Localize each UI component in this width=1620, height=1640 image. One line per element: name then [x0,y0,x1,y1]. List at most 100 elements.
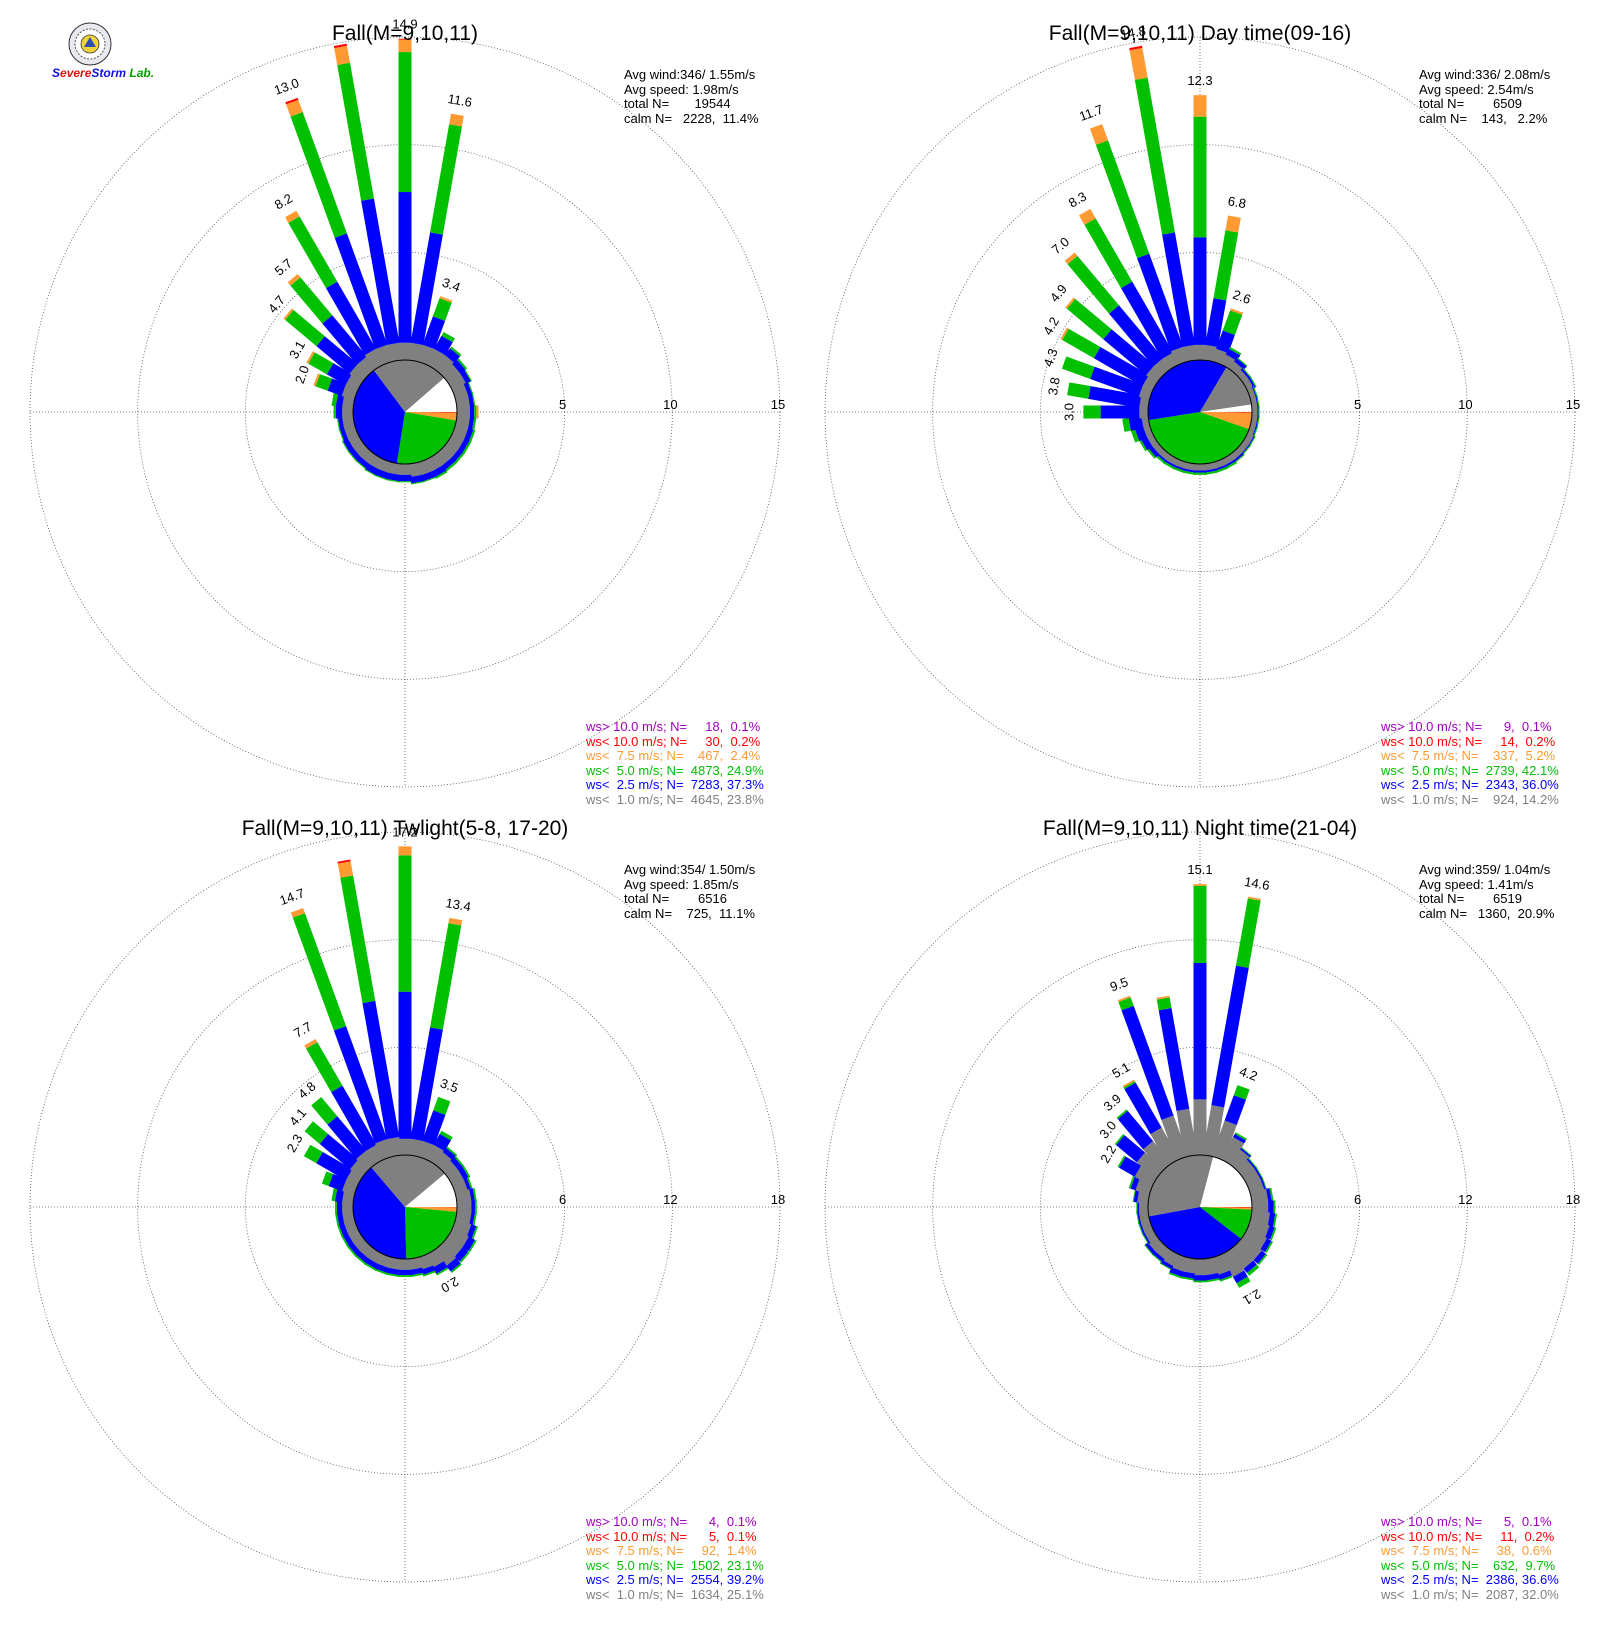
wind-bar-segment [327,1116,367,1159]
wind-bar-segment [435,470,448,479]
wind-bar-segment [469,405,475,419]
wind-bar-segment [1220,1248,1245,1278]
wind-bar-segment [1219,1275,1233,1282]
wind-bar-segment [355,1255,367,1265]
wind-bar-segment [450,448,464,463]
wind-bar-segment [365,1144,385,1166]
wind-bar-segment [1217,1270,1232,1281]
wind-bar-segment [433,1242,457,1267]
wind-bar-segment [441,332,455,343]
center-pie-slice [353,370,405,464]
wind-bar-segment [472,393,476,407]
wind-bar-segment [1257,405,1259,419]
brand-letter: S [91,66,100,80]
wind-bar-segment [433,1096,451,1115]
wind-bar-segment [386,1136,403,1157]
speed-legend: ws> 10.0 m/s; N= 9, 0.1% ws< 10.0 m/s; N… [1381,719,1559,807]
wind-bar-segment [1168,1272,1182,1279]
center-pie-slice [1148,1207,1242,1259]
wind-bar-segment [452,359,466,374]
wind-bar-segment [464,369,472,382]
wind-bar-segment [1240,368,1251,380]
wind-bar-segment [1181,1271,1195,1279]
bar-total-label: 15.1 [1187,862,1212,877]
wind-rose-plot: 6 12 18 17.2 13.4 3.5 2.0 2.3 4.1 4.8 7.7 14.7 [29,824,785,1583]
wind-bar-segment [1144,1244,1154,1256]
wind-bar-segment [1108,305,1164,367]
wind-bar-segment [474,1200,477,1214]
wind-bar-segment [334,233,388,350]
wind-bar-segment [468,1239,477,1253]
wind-bar-segment [386,342,403,362]
legend-lt2-5: ws< 2.5 m/s; N= 2386, 36.6% [1381,1572,1559,1587]
wind-bar-segment [1150,1127,1180,1166]
wind-bar-segment [290,112,347,238]
wind-bar-segment [1121,1005,1174,1120]
wind-bar-segment [1193,472,1207,475]
wind-bar-segment [1156,997,1172,1011]
wind-bar-segment [334,45,351,66]
wind-bar-segment [356,1250,370,1264]
wind-bar-segment [1116,1135,1146,1163]
wind-bar-segment [334,1212,340,1226]
wind-bar-segment [1159,1262,1172,1271]
wind-bar-segment [328,1173,347,1192]
bar-total-label: 3.1 [286,338,308,361]
wind-bar-segment [325,281,377,356]
wind-bar-segment [1100,405,1140,419]
wind-bar-segment [337,861,354,878]
wind-rose-plot: 5 10 15 14.8 12.3 6.8 2.6 3.0 3.8 4.3 4.2 4.9 7.0 8.3… [824,23,1580,788]
center-pie-slice [1200,1207,1252,1208]
wind-bar-segment [1242,367,1252,379]
wind-bar-segment [1251,425,1258,439]
wind-bar-segment [1252,1200,1269,1214]
bar-total-label: 2.3 [284,1132,306,1155]
wind-bar-segment [1270,1227,1277,1241]
center-pie-slice [1148,360,1227,421]
center-pie-outline [352,359,458,465]
wind-bar-segment [433,354,455,377]
stats-block: Avg wind:336/ 2.08m/s Avg speed: 2.54m/s… [1419,67,1550,126]
wind-bar-segment [472,417,477,431]
wind-bar-segment [1204,470,1218,475]
center-pie-slice [1148,1155,1214,1217]
wind-bar-segment [1079,208,1096,225]
center-pie-slice [1200,404,1252,412]
wind-bar-segment [448,917,463,926]
wind-bar-segment [315,374,333,391]
wind-bar-segment [1060,327,1069,340]
wind-bar-segment [409,474,424,484]
wind-bar-segment [450,1157,463,1171]
speed-legend: ws> 10.0 m/s; N= 18, 0.1% ws< 10.0 m/s; … [586,719,764,807]
legend-lt1: ws< 1.0 m/s; N= 4645, 23.8% [586,791,764,807]
wind-bar-segment [1248,436,1256,448]
wind-bar-segment [364,463,380,476]
wind-bar-segment [1203,468,1217,473]
wind-bar-segment [1228,1242,1254,1269]
wind-bar-segment [1249,375,1257,388]
bar-total-label: 11.7 [1077,102,1105,124]
wind-bar-segment [355,460,367,470]
wind-bar-segment [1156,995,1170,1000]
wind-bar-segment [472,1188,477,1202]
bar-total-label: 2.0 [292,363,312,385]
grid-ring [1039,1046,1361,1368]
wind-bar-segment [1247,435,1255,448]
ring-label: 18 [1566,1192,1580,1207]
brand-letter: Lab. [126,66,155,80]
wind-bar-segment [1233,358,1247,370]
stats-calm: calm N= 2228, 11.4% [624,110,759,126]
wind-bar-segment [361,198,400,345]
wind-bar-segment [1164,459,1177,468]
grid-ring [932,939,1468,1475]
wind-bar-segment [364,468,377,477]
wind-bar-segment [398,1275,412,1277]
wind-bar-segment [476,405,479,419]
wind-bar-segment [432,1261,448,1274]
legend-lt7-5: ws< 7.5 m/s; N= 467, 2.4% [586,748,761,763]
severe-storm-lab-logo: SevereStorm Lab. [50,22,154,84]
bar-total-label: 4.2 [1040,314,1062,337]
wind-bar-segment [356,1150,377,1172]
wind-bar-segment [1193,884,1207,886]
